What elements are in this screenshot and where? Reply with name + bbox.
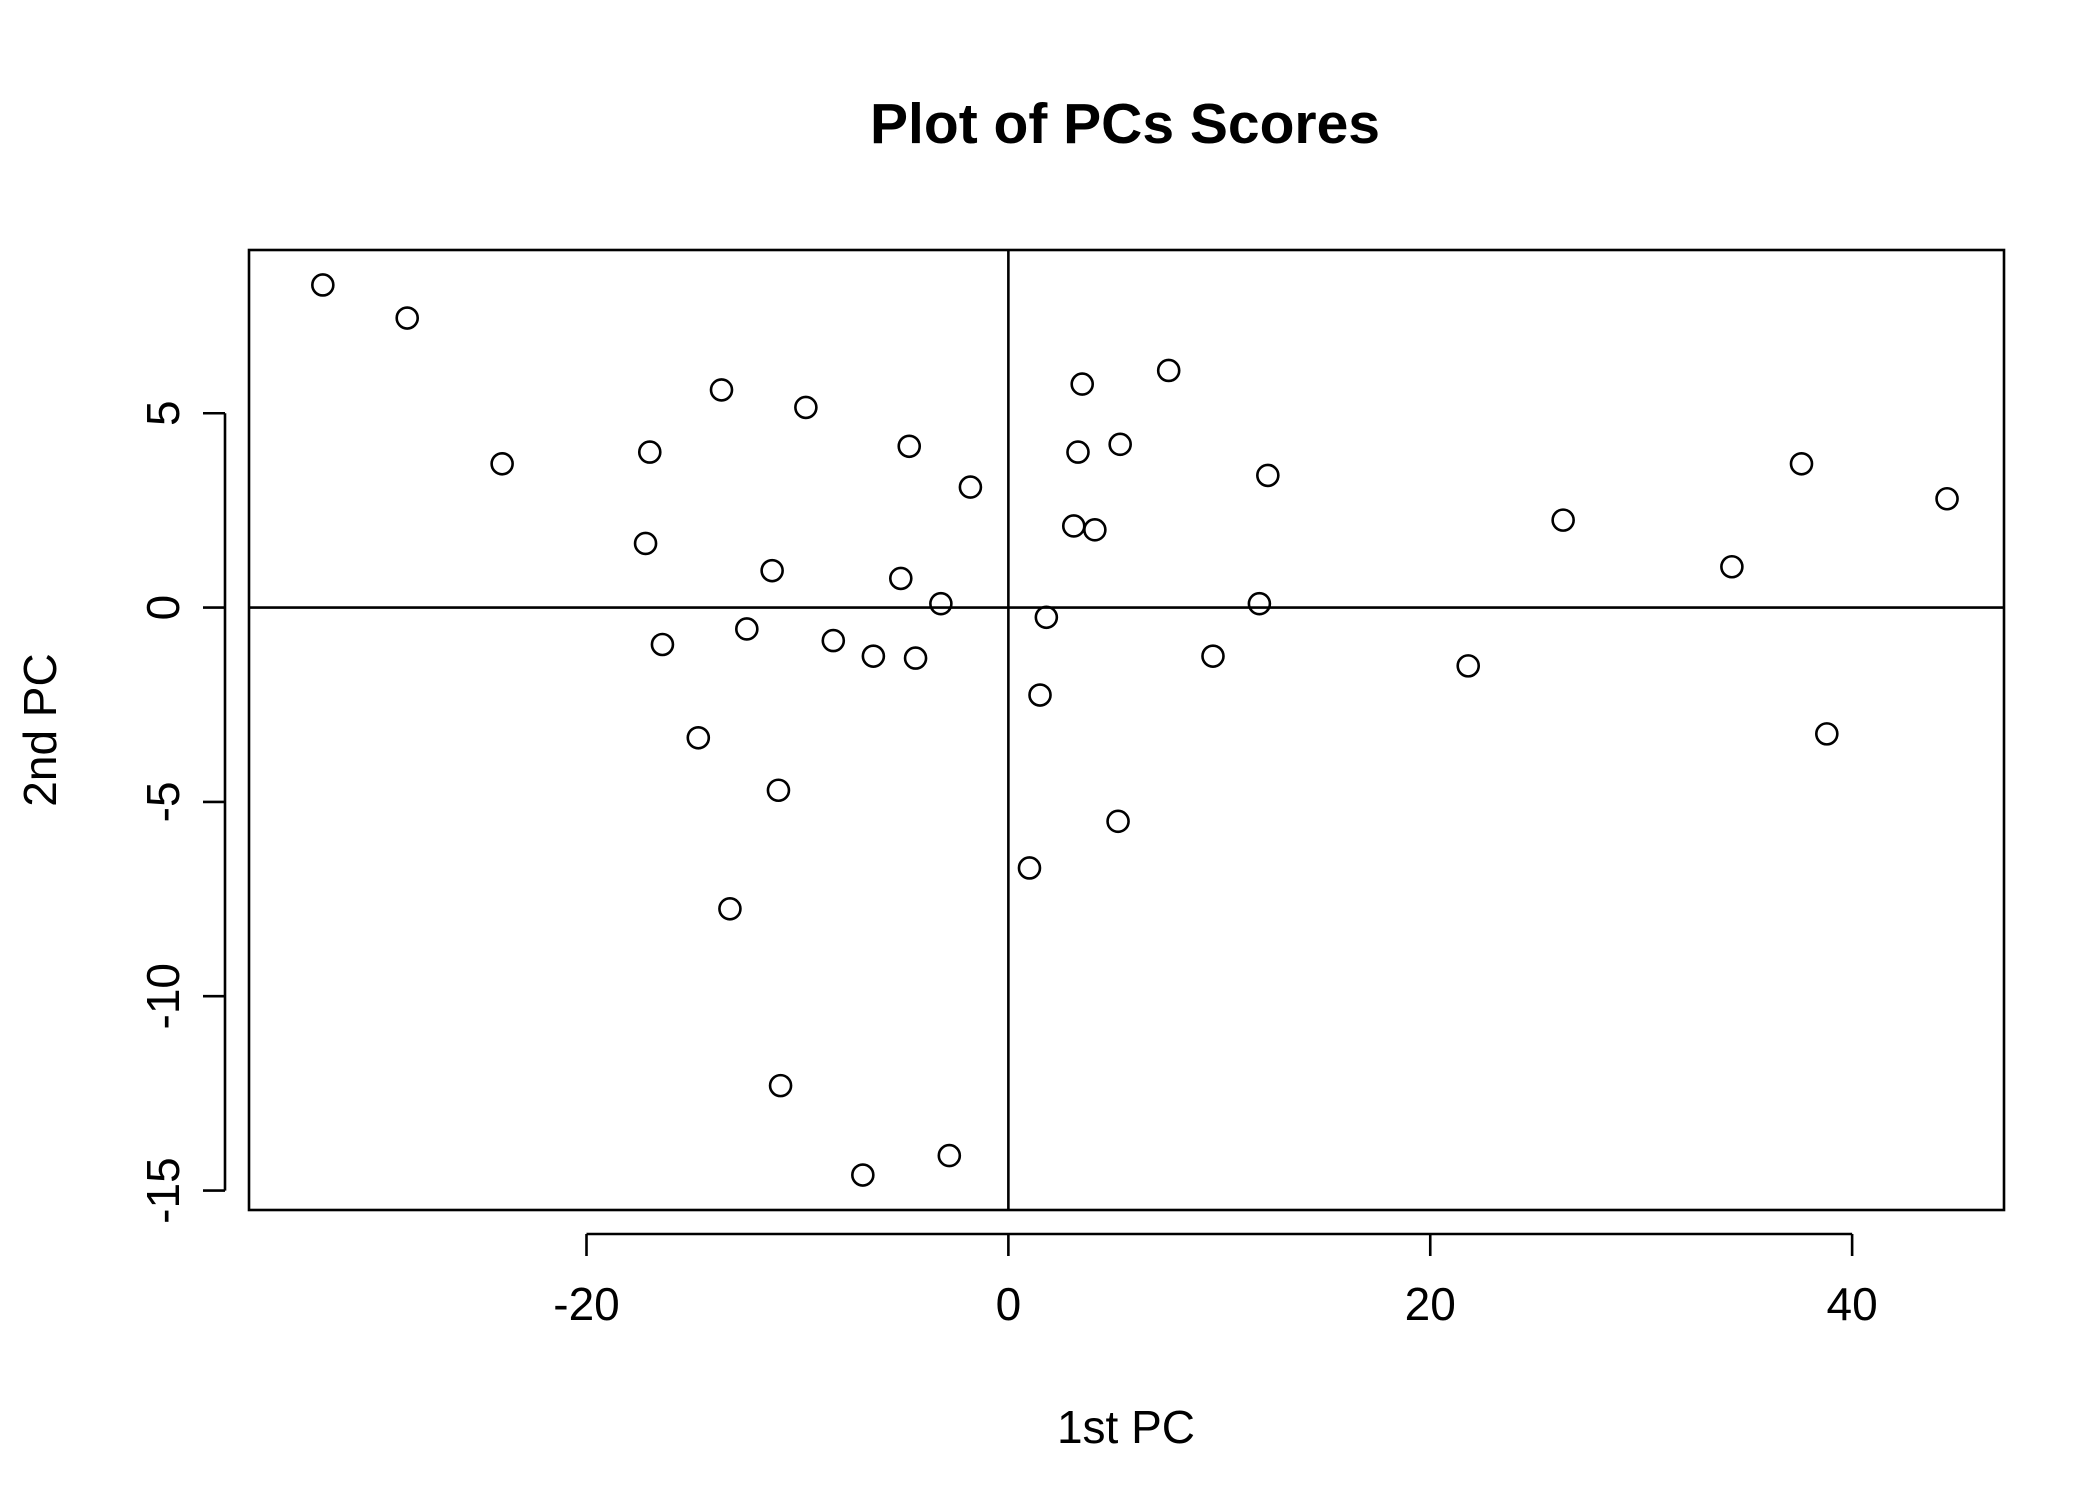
data-point [1083,518,1107,542]
data-point [1789,451,1814,476]
data-point [735,617,759,641]
data-point [760,558,784,583]
data-point [1106,809,1130,834]
x-tick-label: 40 [1827,1278,1878,1330]
data-point [1815,722,1839,746]
data-point [861,644,886,668]
data-point [1156,358,1181,383]
data-point [794,395,818,420]
x-tick-label: 20 [1405,1278,1456,1330]
y-axis-label: 2nd PC [14,653,66,806]
data-point [395,306,420,330]
data-point [1028,683,1052,707]
data-point [1247,591,1272,616]
data-point [709,378,734,402]
data-point [1551,508,1575,532]
data-point [1256,463,1280,488]
data-point [1061,514,1086,538]
data-point [851,1163,875,1187]
data-points [311,273,1959,1187]
data-point [633,531,658,556]
y-tick-label: -5 [137,781,189,822]
data-point [1720,554,1744,579]
data-point [937,1143,962,1168]
y-tick-label: 0 [137,595,189,621]
data-point [637,440,662,464]
y-tick-label: 5 [137,400,189,426]
data-point [766,778,791,803]
data-point [897,434,922,459]
data-point [686,725,711,750]
data-point [718,896,742,921]
data-point [929,591,953,616]
x-axis-label: 1st PC [1057,1401,1195,1453]
data-point [1034,605,1059,630]
data-point [1017,856,1042,880]
x-tick-label: -20 [553,1278,619,1330]
data-point [1108,432,1132,457]
y-tick-label: -10 [137,963,189,1029]
data-point [888,566,913,591]
data-point [311,273,335,297]
data-point [1456,654,1481,678]
data-point [1066,440,1090,464]
data-point [1935,486,1959,511]
y-tick-label: -15 [137,1157,189,1223]
data-point [958,475,983,499]
reference-lines [249,250,2004,1210]
data-point [768,1073,793,1098]
x-axis: -20 0 20 40 [553,1232,1878,1330]
x-tick-label: 0 [996,1278,1022,1330]
data-point [1201,644,1225,668]
data-point [490,451,514,476]
data-point [821,628,846,653]
data-point [903,646,928,670]
chart-title: Plot of PCs Scores [870,92,1380,156]
plot-frame [247,248,2006,1212]
data-point [1070,372,1095,396]
data-point [650,632,675,657]
y-axis: -15 -10 -5 0 5 [137,400,227,1224]
